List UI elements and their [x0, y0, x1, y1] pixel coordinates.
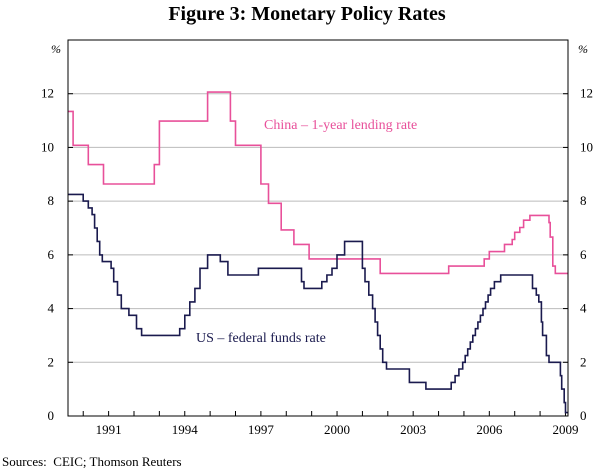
right-axis-tick-labels: 0 2 4 6 8 10 12 — [580, 86, 593, 423]
china-lending-rate-line — [68, 91, 568, 275]
left-axis-tick-labels: 0 2 4 6 8 10 12 — [41, 86, 55, 423]
x-tick-label: 1997 — [248, 422, 275, 437]
left-axis-unit: % — [51, 42, 61, 56]
x-axis-tick-labels: 1991 1994 1997 2000 2003 2006 2009 — [96, 422, 579, 437]
x-tick-label: 2003 — [400, 422, 426, 437]
y-tick-label-right: 0 — [580, 408, 587, 423]
y-tick-label-left: 12 — [41, 86, 54, 101]
y-tick-label-left: 10 — [41, 139, 54, 154]
chart-title: Figure 3: Monetary Policy Rates — [168, 3, 446, 25]
us-fed-funds-rate-line — [68, 193, 568, 414]
x-tick-label: 2000 — [324, 422, 350, 437]
y-tick-label-left: 6 — [48, 247, 55, 262]
plot-grid — [68, 93, 568, 363]
plot-frame — [67, 39, 569, 417]
y-tick-label-left: 4 — [48, 301, 55, 316]
y-tick-label-right: 8 — [580, 193, 587, 208]
y-tick-label-right: 2 — [580, 354, 587, 369]
x-tick-label: 1994 — [172, 422, 199, 437]
y-tick-label-right: 4 — [580, 301, 587, 316]
y-tick-label-right: 10 — [580, 139, 593, 154]
y-tick-label-right: 6 — [580, 247, 587, 262]
chart-source: Sources: CEIC; Thomson Reuters — [2, 454, 182, 469]
china-series-label: China – 1-year lending rate — [264, 118, 417, 133]
y-tick-label-right: 12 — [580, 86, 593, 101]
x-tick-label: 2006 — [476, 422, 503, 437]
us-series-label: US – federal funds rate — [196, 331, 326, 346]
axis-ticks — [68, 93, 568, 417]
y-tick-label-left: 0 — [48, 408, 55, 423]
x-tick-label: 2009 — [552, 422, 578, 437]
series-lines — [68, 91, 568, 414]
y-tick-label-left: 2 — [48, 354, 55, 369]
right-axis-unit: % — [578, 42, 588, 56]
y-tick-label-left: 8 — [48, 193, 55, 208]
x-tick-label: 1991 — [96, 422, 122, 437]
